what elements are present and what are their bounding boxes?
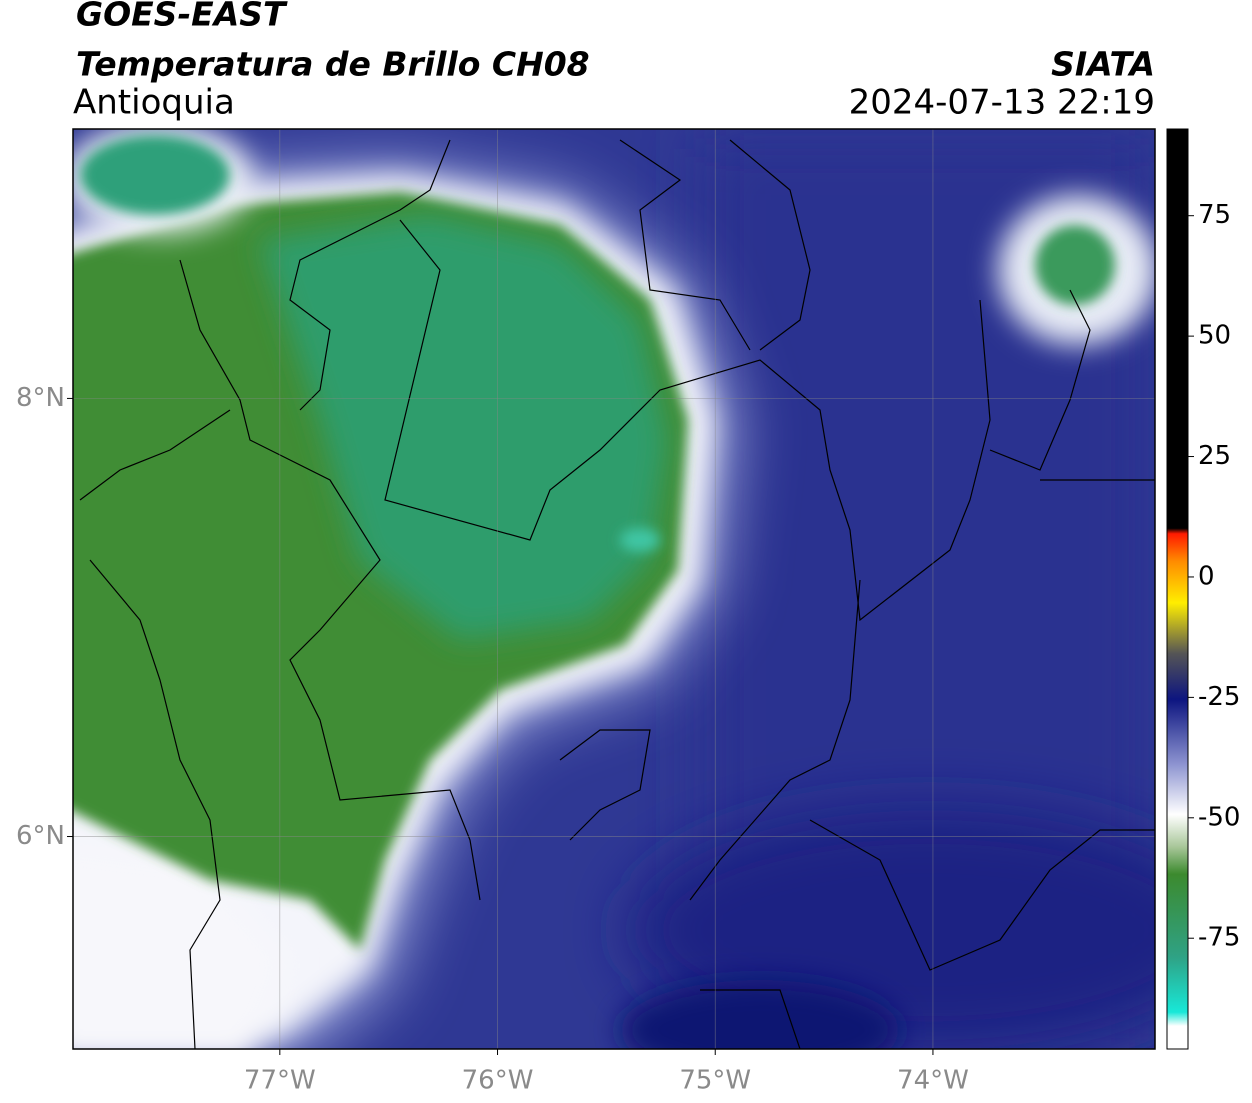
colorbar-tick-label: 75 <box>1198 200 1231 230</box>
colorbar-tick-label: 0 <box>1198 561 1215 591</box>
x-tick-label: 75°W <box>679 1066 751 1096</box>
x-tick-label: 74°W <box>897 1066 969 1096</box>
x-tick-label: 77°W <box>244 1066 316 1096</box>
map-image <box>73 129 1155 1049</box>
colorbar-tick-label: -75 <box>1198 923 1240 953</box>
colorbar-tick-label: -50 <box>1198 802 1240 832</box>
colorbar-tick-label: -25 <box>1198 682 1240 712</box>
region: Antioquia <box>73 83 235 123</box>
y-tick-label: 8°N <box>16 383 65 413</box>
timestamp: 2024-07-13 22:19 <box>849 83 1155 123</box>
title: GOES-EAST <box>76 0 288 34</box>
x-tick-label: 76°W <box>462 1066 534 1096</box>
colorbar <box>1166 128 1189 1050</box>
colorbar-tick-label: 50 <box>1198 321 1231 351</box>
subtitle: Temperatura de Brillo CH08 <box>76 45 590 84</box>
map-frame <box>72 128 1156 1050</box>
source: SIATA <box>1051 45 1155 84</box>
y-tick-label: 6°N <box>16 821 65 851</box>
colorbar-tick-label: 25 <box>1198 441 1231 471</box>
